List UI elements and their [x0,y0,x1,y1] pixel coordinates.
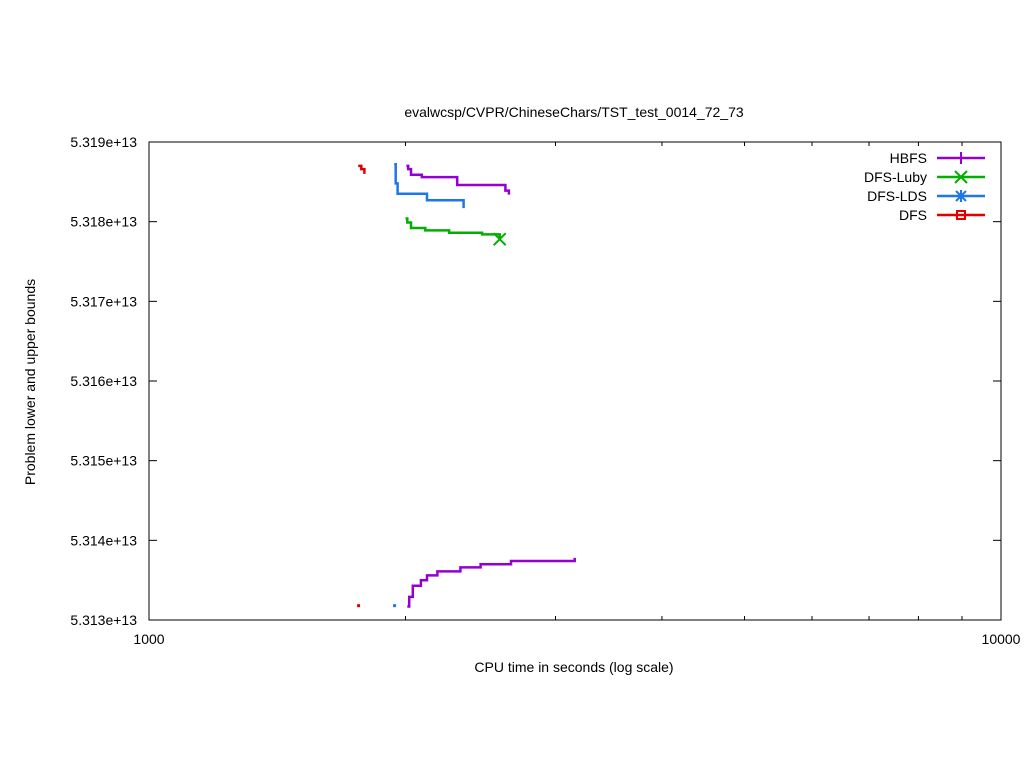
hbfs-lower-bound-line [407,557,576,608]
dfs-upper-bound-line [358,164,366,174]
series-dfs-lds [393,163,465,608]
legend-marker-dfs [956,210,966,220]
legend-label: DFS-Luby [864,169,927,185]
x-tick-label: 10000 [982,631,1021,647]
y-axis: 5.313e+13 5.314e+13 5.315e+13 5.316e+13 5.31… [70,134,1001,628]
y-axis-label: Problem lower and upper bounds [22,279,38,485]
x-axis-label: CPU time in seconds (log scale) [474,659,673,675]
plot-border [148,141,1002,621]
y-tick-label: 5.317e+13 [70,293,137,309]
y-tick-label: 5.313e+13 [70,612,137,628]
dfs-lower-point [357,604,361,608]
series-layer [357,163,576,608]
y-tick-label: 5.318e+13 [70,214,137,230]
legend-label: DFS [899,207,927,223]
y-tick-label: 5.315e+13 [70,453,137,469]
legend-marker-hbfs [955,152,967,164]
dfs-luby-end-marker [492,232,507,246]
legend-label: HBFS [890,150,927,166]
x-axis: 1000 10000 [133,142,1021,647]
legend-item-dfs-luby: DFS-Luby [864,169,985,185]
legend-item-dfs-lds: DFS-LDS [867,188,985,204]
legend-marker-dfs-lds [955,190,967,202]
series-dfs [357,164,366,608]
y-tick-label: 5.314e+13 [70,532,137,548]
x-tick-label: 1000 [133,631,164,647]
series-hbfs [406,164,576,608]
chart-title: evalwcsp/CVPR/ChineseChars/TST_test_0014… [404,104,744,120]
legend-label: DFS-LDS [867,188,927,204]
series-dfs-luby [405,217,507,246]
y-tick-label: 5.319e+13 [70,134,137,150]
hbfs-upper-bound-line [406,164,511,195]
legend: HBFS DFS-Luby DFS-LDS DFS [864,150,985,223]
legend-marker-dfs-luby [954,170,968,184]
dfs-luby-upper-bound-line [405,217,501,240]
plot-frame [148,141,1002,621]
y-tick-label: 5.316e+13 [70,373,137,389]
dfs-lds-lower-point [393,604,397,608]
legend-item-hbfs: HBFS [890,150,985,166]
legend-item-dfs: DFS [899,207,985,223]
dfs-lds-upper-bound-line [394,163,465,209]
